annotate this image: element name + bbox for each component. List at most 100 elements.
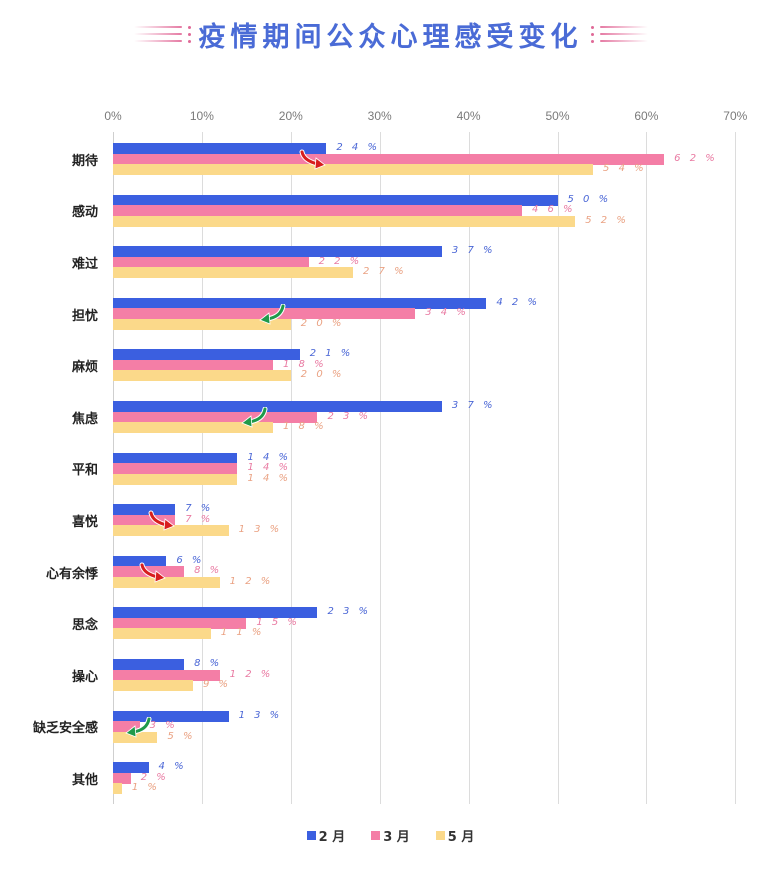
- legend-label: 5 月: [447, 830, 475, 845]
- legend-item: 3 月: [371, 826, 410, 845]
- value-label: 8 %: [194, 658, 223, 669]
- value-label: 1 1 %: [220, 627, 265, 639]
- bar-5月: [113, 215, 576, 227]
- bar-5月: [113, 628, 211, 640]
- x-tick-label: 10%: [189, 109, 214, 123]
- value-label: 1 5 %: [256, 616, 300, 628]
- category-label: 担忧: [71, 308, 98, 324]
- bar-5月: [113, 783, 122, 795]
- legend-swatch: [371, 831, 381, 840]
- legend-item: 2 月: [306, 826, 346, 845]
- bar-3月: [113, 772, 131, 784]
- category-label: 操心: [71, 669, 98, 685]
- bar-2月: [113, 659, 185, 670]
- value-label: 1 4 %: [247, 462, 292, 474]
- bar-2月: [113, 297, 487, 309]
- x-tick-label: 20%: [278, 109, 303, 123]
- x-tick-label: 70%: [723, 109, 748, 123]
- gridline: [469, 132, 470, 804]
- bar-3月: [113, 359, 274, 371]
- gridline: [646, 132, 647, 804]
- bar-2月: [113, 710, 229, 722]
- chart-legend: 2 月 3 月 5 月: [0, 826, 781, 845]
- value-label: 1 4 %: [247, 451, 292, 463]
- bar-5月: [113, 164, 594, 175]
- value-label: 1 3 %: [238, 524, 283, 536]
- bar-3月: [113, 463, 238, 475]
- bar-5月: [113, 525, 229, 537]
- value-label: 7 %: [185, 503, 214, 515]
- bar-2月: [113, 194, 558, 206]
- bar-5月: [113, 473, 238, 485]
- bar-5月: [113, 576, 220, 588]
- value-label: 2 0 %: [300, 317, 345, 329]
- value-label: 3 7 %: [451, 245, 496, 257]
- bar-2月: [113, 762, 149, 774]
- title-decoration-right: [590, 25, 648, 43]
- value-label: 7 %: [185, 513, 214, 525]
- legend-label: 2 月: [318, 830, 346, 845]
- value-label: 1 2 %: [229, 575, 274, 587]
- x-tick-label: 40%: [456, 109, 481, 123]
- value-label: 2 %: [140, 771, 169, 783]
- category-label: 麻烦: [71, 360, 98, 376]
- title-decoration-left: [133, 25, 191, 43]
- value-label: 6 %: [176, 554, 205, 566]
- category-label: 期待: [71, 153, 98, 169]
- value-label: 3 4 %: [425, 307, 469, 319]
- bar-3月: [113, 514, 176, 526]
- trend-down-arrow-icon: [259, 303, 286, 325]
- value-label: 1 3 %: [238, 709, 283, 721]
- gridline: [291, 132, 292, 804]
- value-label: 5 0 %: [567, 193, 612, 205]
- legend-label: 3 月: [383, 830, 410, 845]
- category-label: 思念: [71, 618, 98, 634]
- legend-swatch: [435, 831, 445, 840]
- trend-down-arrow-icon: [241, 407, 268, 428]
- value-label: 5 %: [167, 730, 196, 742]
- value-label: 6 2 %: [674, 152, 718, 164]
- bar-3月: [113, 205, 522, 217]
- category-label: 难过: [71, 256, 98, 272]
- bar-3月: [113, 721, 140, 733]
- bar-2月: [113, 143, 327, 154]
- gridline: [735, 132, 736, 804]
- bar-2月: [113, 555, 167, 567]
- bar-5月: [113, 731, 158, 743]
- legend-swatch: [306, 831, 316, 840]
- value-label: 9 %: [203, 679, 232, 690]
- value-label: 1 8 %: [283, 421, 327, 432]
- category-label: 其他: [71, 772, 98, 788]
- value-label: 2 3 %: [327, 606, 372, 618]
- category-label: 心有余悸: [45, 566, 98, 582]
- bar-2月: [113, 607, 318, 619]
- legend-item: 5 月: [435, 826, 475, 845]
- value-label: 3 %: [149, 720, 178, 732]
- category-label: 焦虑: [71, 411, 98, 427]
- x-tick-label: 0%: [104, 109, 122, 123]
- bar-3月: [113, 256, 309, 268]
- x-tick-label: 50%: [545, 109, 570, 123]
- bar-3月: [113, 617, 247, 629]
- category-label: 喜悦: [71, 514, 98, 530]
- value-label: 1 4 %: [247, 472, 292, 484]
- trend-up-arrow-icon: [148, 510, 176, 531]
- value-label: 5 4 %: [603, 163, 647, 174]
- bar-5月: [113, 267, 354, 279]
- bar-2月: [113, 401, 442, 412]
- value-label: 1 2 %: [229, 668, 274, 680]
- value-label: 4 2 %: [496, 296, 540, 308]
- trend-up-arrow-icon: [299, 149, 327, 170]
- gridline: [558, 132, 559, 804]
- category-label: 平和: [71, 463, 98, 479]
- value-label: 5 2 %: [585, 214, 629, 226]
- bar-2月: [113, 452, 238, 464]
- chart-title-bar: 疫情期间公众心理感受变化: [0, 12, 781, 56]
- value-label: 2 7 %: [363, 266, 407, 278]
- bar-5月: [113, 680, 193, 691]
- trend-down-arrow-icon: [125, 716, 152, 738]
- value-label: 1 %: [131, 782, 160, 794]
- value-label: 2 2 %: [318, 255, 363, 267]
- category-label: 缺乏安全感: [32, 721, 98, 737]
